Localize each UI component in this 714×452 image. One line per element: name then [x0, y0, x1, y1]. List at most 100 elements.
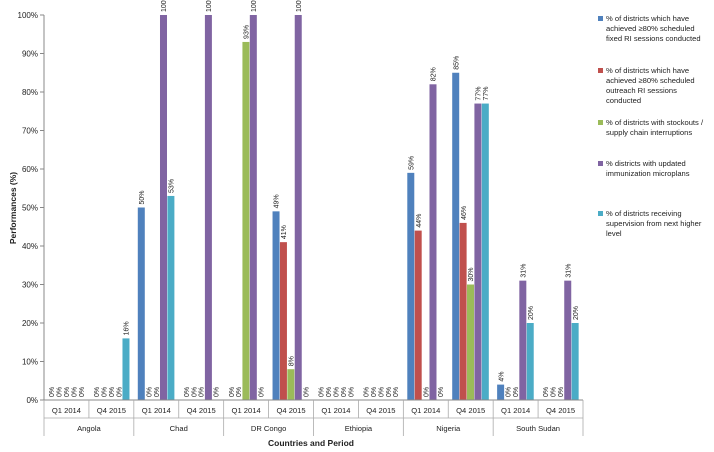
legend-swatch	[598, 68, 603, 73]
data-label: 20%	[573, 306, 580, 320]
legend-label: % of districts with stockouts / supply c…	[606, 118, 704, 137]
bar	[167, 195, 175, 400]
data-label: 0%	[146, 387, 153, 397]
data-label: 41%	[281, 225, 288, 239]
legend-label: % of districts which have achieved ≥80% …	[606, 66, 695, 105]
data-label: 0%	[371, 387, 378, 397]
bar	[474, 103, 482, 401]
data-label: 0%	[364, 387, 371, 397]
x-country-label: Ethiopia	[345, 424, 373, 433]
bar	[287, 369, 295, 400]
data-label: 0%	[303, 387, 310, 397]
data-label: 0%	[57, 387, 64, 397]
data-label: 0%	[551, 387, 558, 397]
bar	[159, 15, 167, 400]
bar	[459, 222, 467, 400]
data-label: 20%	[528, 306, 535, 320]
bar	[407, 172, 415, 400]
data-label: 82%	[431, 67, 438, 81]
bar	[414, 230, 422, 400]
x-period-label: Q4 2015	[546, 406, 575, 415]
bar	[272, 211, 280, 400]
y-axis-title: Performances (%)	[8, 172, 18, 244]
x-country-label: DR Congo	[251, 424, 286, 433]
y-tick-label: 50%	[22, 204, 38, 213]
data-label: 0%	[199, 387, 206, 397]
x-period-label: Q1 2014	[321, 406, 350, 415]
x-country-label: South Sudan	[516, 424, 560, 433]
data-label: 0%	[333, 387, 340, 397]
y-tick-label: 20%	[22, 319, 38, 328]
x-period-label: Q4 2015	[97, 406, 126, 415]
y-tick-label: 90%	[22, 50, 38, 59]
bar	[429, 84, 437, 401]
data-label: 30%	[468, 267, 475, 281]
data-label: 0%	[64, 387, 71, 397]
data-label: 0%	[258, 387, 265, 397]
data-label: 0%	[393, 387, 400, 397]
data-label: 0%	[116, 387, 123, 397]
data-label: 31%	[565, 264, 572, 278]
data-label: 0%	[348, 387, 355, 397]
data-label: 0%	[506, 387, 513, 397]
data-label: 50%	[139, 190, 146, 204]
data-label: 0%	[319, 387, 326, 397]
data-label: 0%	[94, 387, 101, 397]
data-label: 0%	[326, 387, 333, 397]
data-label: 77%	[483, 87, 490, 101]
bar	[526, 323, 534, 400]
y-tick-label: 100%	[18, 11, 38, 20]
y-tick-label: 40%	[22, 242, 38, 251]
bar	[279, 242, 287, 400]
data-label: 0%	[214, 387, 221, 397]
data-label: 0%	[109, 387, 116, 397]
data-label: 0%	[386, 387, 393, 397]
y-tick-label: 60%	[22, 165, 38, 174]
y-tick-label: 70%	[22, 127, 38, 136]
data-label: 59%	[408, 156, 415, 170]
data-label: 0%	[49, 387, 56, 397]
bar	[249, 15, 257, 400]
data-label: 100%	[161, 0, 168, 12]
y-tick-label: 0%	[26, 396, 38, 405]
y-tick-label: 80%	[22, 88, 38, 97]
x-period-label: Q4 2015	[456, 406, 485, 415]
data-label: 93%	[244, 25, 251, 39]
legend-label: % of districts which have achieved ≥80% …	[606, 14, 701, 43]
data-label: 46%	[461, 206, 468, 220]
bar	[564, 280, 572, 400]
data-label: 0%	[79, 387, 86, 397]
data-label: 0%	[236, 387, 243, 397]
bar	[519, 280, 527, 400]
y-tick-label: 30%	[22, 281, 38, 290]
data-label: 0%	[191, 387, 198, 397]
bar	[122, 338, 130, 400]
data-label: 0%	[423, 387, 430, 397]
data-label: 49%	[274, 194, 281, 208]
data-label: 85%	[453, 56, 460, 70]
x-country-label: Nigeria	[436, 424, 461, 433]
data-label: 100%	[251, 0, 258, 12]
x-country-label: Chad	[170, 424, 188, 433]
bars	[122, 15, 579, 401]
y-axis: 0% 10% 20% 30% 40% 50% 60% 70% 80% 90% 100%	[18, 11, 45, 405]
legend-swatch	[598, 16, 603, 21]
data-label: 0%	[558, 387, 565, 397]
x-period-label: Q4 2015	[366, 406, 395, 415]
data-label: 0%	[438, 387, 445, 397]
y-tick-label: 10%	[22, 358, 38, 367]
data-label: 0%	[543, 387, 550, 397]
data-label: 0%	[378, 387, 385, 397]
x-period-label: Q1 2014	[411, 406, 440, 415]
data-label: 4%	[498, 371, 505, 381]
data-label: 0%	[184, 387, 191, 397]
legend-swatch	[598, 211, 603, 216]
bar	[204, 15, 212, 400]
x-axis-title: Countries and Period	[268, 438, 354, 448]
data-label: 44%	[416, 214, 423, 228]
data-label: 16%	[124, 321, 131, 335]
legend-label: % districts with updated immunization mi…	[606, 159, 690, 178]
data-label: 100%	[296, 0, 303, 12]
x-period-label: Q4 2015	[187, 406, 216, 415]
